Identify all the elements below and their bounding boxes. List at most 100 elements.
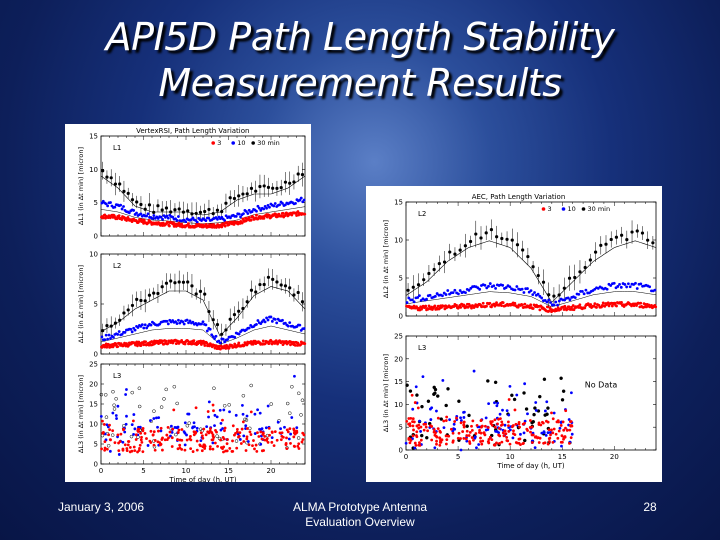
- data-point-10min: [279, 427, 282, 431]
- data-point-10min: [276, 420, 280, 424]
- data-point-10min: [294, 201, 297, 205]
- data-point-30min: [583, 265, 587, 270]
- data-point-30min: [227, 403, 231, 407]
- data-point-10min: [133, 328, 137, 332]
- data-point-3min: [128, 450, 132, 454]
- data-point-30min: [181, 280, 186, 284]
- data-point-3min: [498, 442, 501, 445]
- data-point-3min: [438, 429, 442, 433]
- data-point-3min: [551, 431, 555, 435]
- data-point-3min: [410, 393, 414, 397]
- data-point-10min: [132, 413, 136, 416]
- data-point-30min: [530, 420, 534, 425]
- data-point-3min: [589, 303, 593, 306]
- data-point-10min: [452, 422, 456, 426]
- data-point-3min: [426, 429, 429, 433]
- data-point-30min: [130, 390, 134, 395]
- data-point-30min: [99, 392, 104, 397]
- data-point-3min: [161, 448, 164, 452]
- data-point-10min: [529, 289, 533, 293]
- x-tick-label: 15: [224, 467, 233, 475]
- data-point-30min: [411, 285, 415, 289]
- data-point-3min: [172, 221, 175, 225]
- legend-label: 3: [217, 139, 221, 147]
- data-point-3min: [138, 341, 141, 345]
- data-point-3min: [537, 441, 541, 444]
- data-point-3min: [411, 417, 415, 421]
- data-point-3min: [520, 303, 524, 307]
- data-point-3min: [550, 428, 553, 432]
- data-point-3min: [451, 431, 455, 435]
- data-point-10min: [123, 430, 127, 434]
- data-point-10min: [116, 404, 120, 408]
- data-point-30min: [137, 404, 142, 409]
- data-point-10min: [170, 430, 174, 434]
- data-point-30min: [234, 439, 239, 443]
- data-point-30min: [500, 236, 504, 241]
- model-curve: [100, 175, 306, 216]
- data-point-30min: [599, 243, 603, 247]
- data-point-10min: [125, 414, 128, 418]
- data-point-30min: [130, 198, 135, 202]
- data-point-30min: [651, 241, 655, 245]
- data-point-3min: [141, 450, 145, 454]
- data-point-3min: [461, 430, 465, 433]
- data-point-3min: [518, 425, 521, 429]
- data-point-30min: [198, 289, 203, 294]
- data-point-3min: [244, 449, 248, 452]
- data-point-3min: [121, 448, 125, 452]
- data-point-30min: [290, 384, 294, 389]
- data-point-3min: [545, 419, 548, 423]
- data-point-3min: [221, 435, 225, 439]
- data-point-3min: [481, 439, 485, 443]
- data-point-3min: [552, 427, 556, 431]
- data-point-3min: [470, 428, 474, 432]
- data-point-3min: [242, 440, 246, 443]
- data-point-10min: [266, 404, 270, 408]
- data-point-10min: [237, 332, 241, 336]
- data-point-10min: [293, 374, 296, 378]
- data-point-3min: [145, 437, 148, 440]
- data-point-3min: [278, 431, 282, 435]
- data-point-3min: [275, 438, 279, 442]
- data-point-10min: [494, 286, 497, 290]
- data-point-3min: [289, 442, 292, 445]
- data-point-10min: [635, 287, 639, 290]
- data-point-10min: [207, 216, 211, 220]
- data-point-10min: [266, 203, 270, 207]
- data-point-3min: [183, 448, 187, 452]
- data-point-30min: [420, 433, 424, 438]
- data-point-3min: [262, 449, 265, 452]
- data-point-10min: [234, 413, 238, 417]
- data-point-10min: [185, 433, 188, 437]
- data-point-3min: [513, 433, 517, 437]
- data-point-10min: [215, 415, 219, 419]
- data-point-30min: [101, 329, 105, 333]
- data-point-10min: [566, 296, 570, 300]
- data-point-10min: [156, 425, 159, 429]
- x-tick-label: 20: [267, 467, 276, 475]
- data-point-3min: [424, 304, 428, 308]
- legend-marker: [211, 141, 215, 145]
- data-point-10min: [609, 284, 613, 287]
- data-point-10min: [534, 401, 538, 404]
- data-point-30min: [625, 237, 629, 242]
- x-tick-label: 0: [99, 467, 103, 475]
- data-point-10min: [493, 401, 496, 405]
- data-point-3min: [133, 449, 137, 453]
- data-point-3min: [221, 418, 224, 422]
- data-point-3min: [474, 432, 478, 435]
- data-point-10min: [169, 434, 172, 438]
- data-point-10min: [135, 211, 138, 215]
- data-point-3min: [567, 305, 571, 309]
- data-point-3min: [562, 428, 566, 432]
- data-point-3min: [105, 345, 109, 349]
- data-point-10min: [295, 426, 299, 430]
- data-point-10min: [192, 421, 196, 425]
- data-point-10min: [255, 323, 258, 326]
- data-point-10min: [177, 318, 180, 322]
- data-point-3min: [206, 430, 210, 434]
- data-point-30min: [275, 186, 279, 191]
- footer-date: January 3, 2006: [58, 500, 145, 514]
- data-point-10min: [259, 442, 263, 446]
